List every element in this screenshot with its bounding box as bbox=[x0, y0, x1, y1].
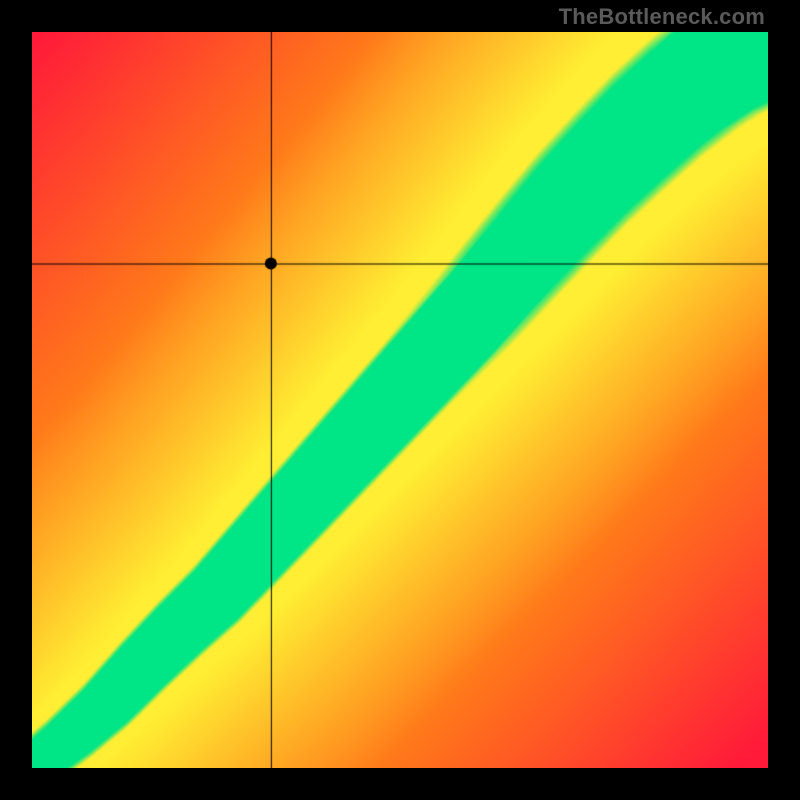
watermark-text: TheBottleneck.com bbox=[559, 4, 765, 30]
heatmap-canvas bbox=[32, 32, 768, 768]
chart-container: TheBottleneck.com bbox=[0, 0, 800, 800]
plot-area bbox=[32, 32, 768, 768]
